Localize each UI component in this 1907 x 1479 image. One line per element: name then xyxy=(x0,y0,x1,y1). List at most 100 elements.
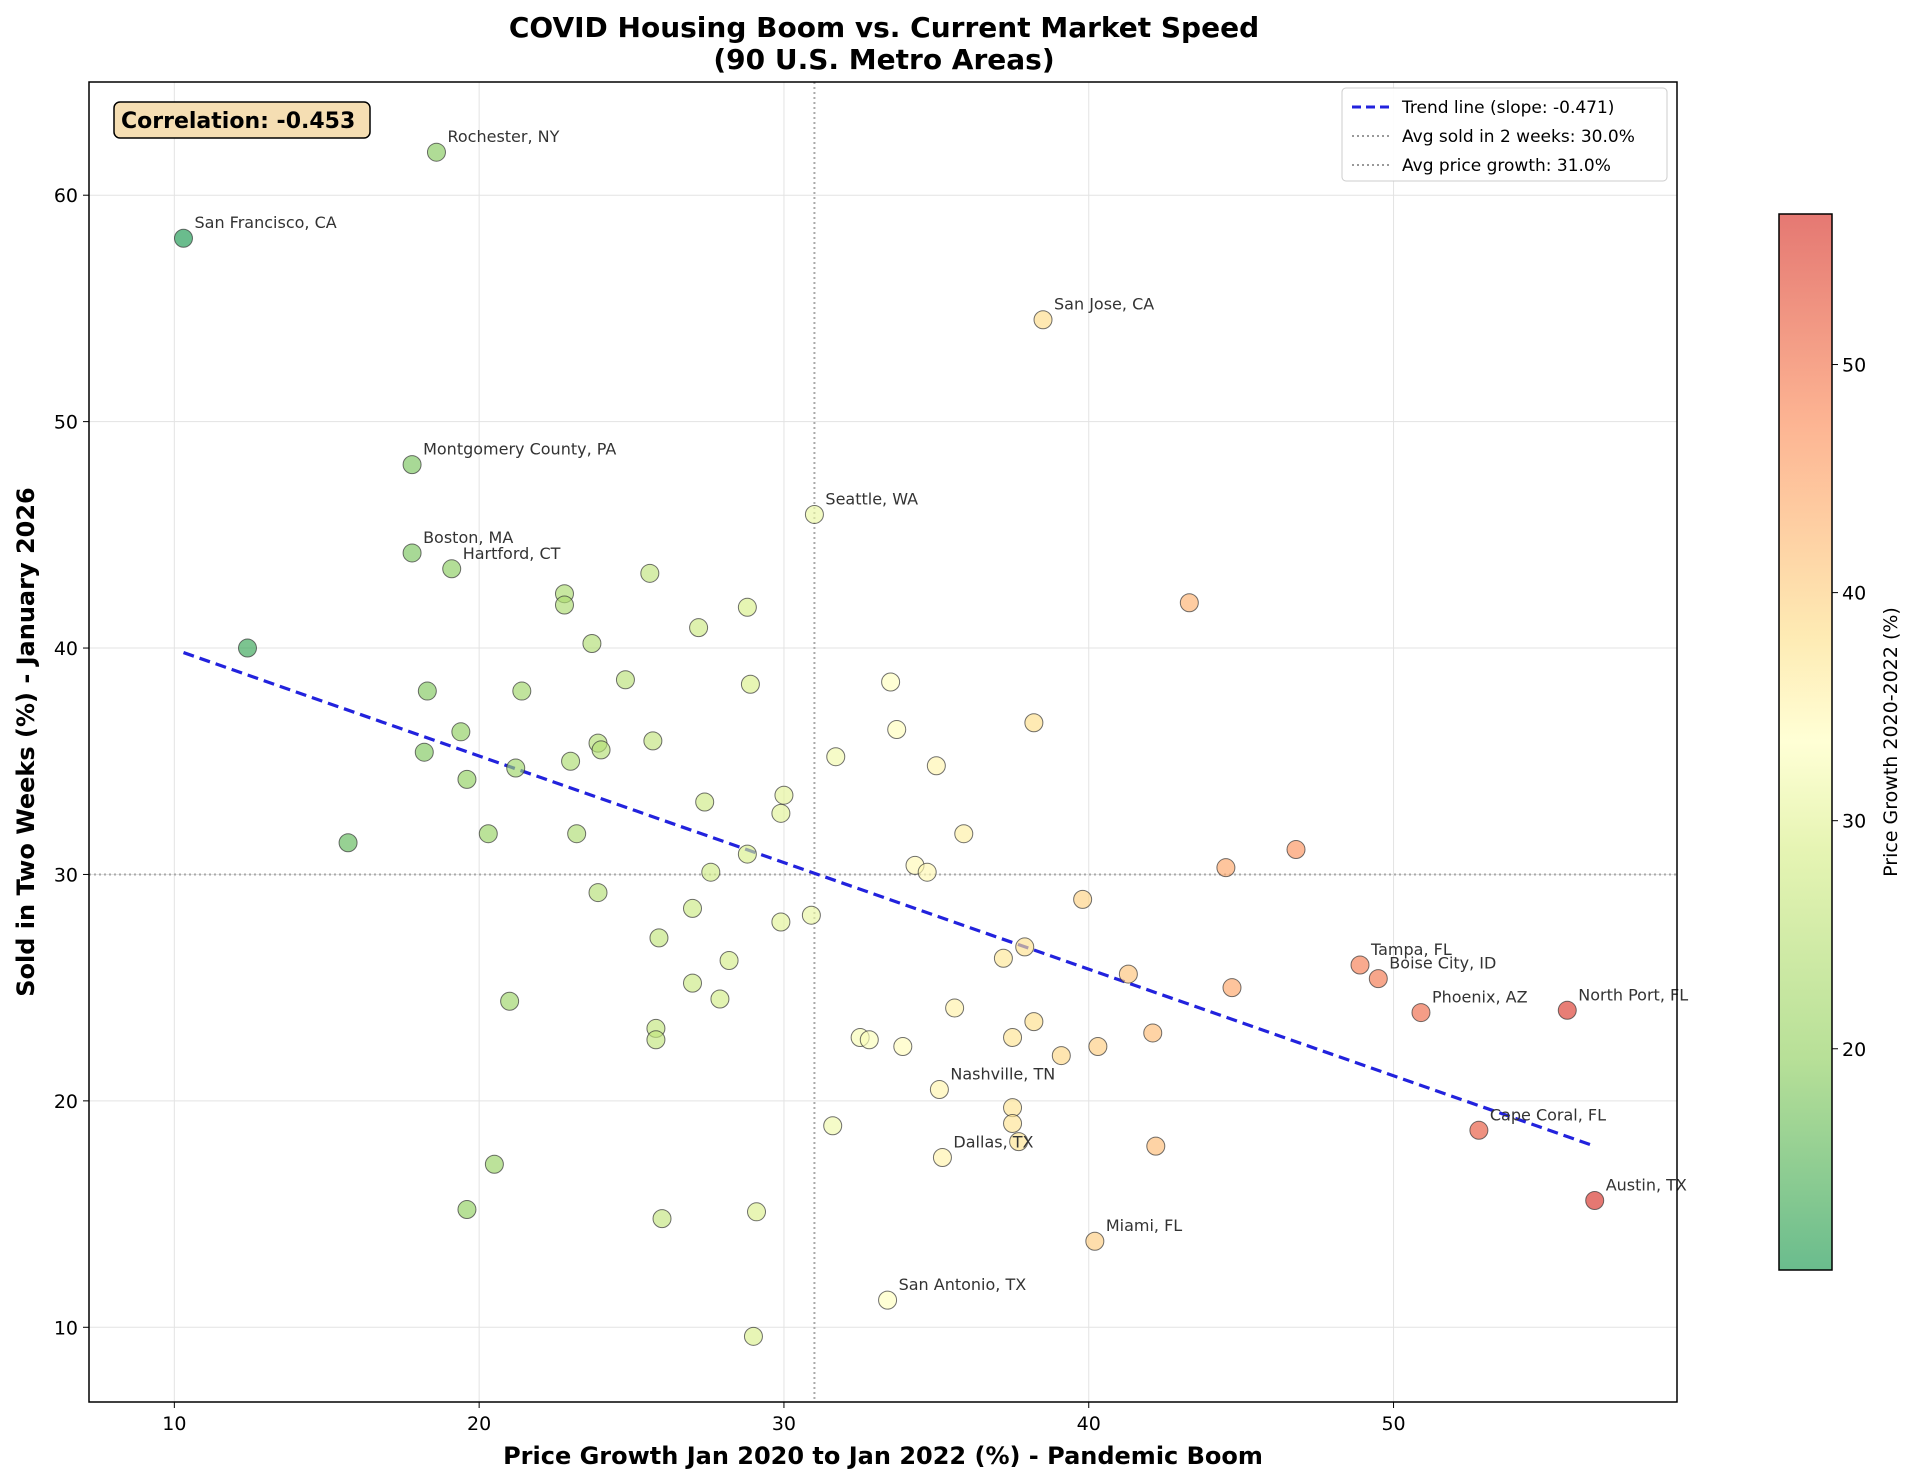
data-point xyxy=(640,563,660,583)
point-label: Phoenix, AZ xyxy=(1432,988,1528,1007)
data-point xyxy=(747,1202,767,1222)
point-label: North Port, FL xyxy=(1578,985,1688,1004)
data-point xyxy=(737,597,757,617)
point-labels-layer: San Francisco, CA Rochester, NY San Jose, … xyxy=(194,127,1688,1294)
trend-line-layer xyxy=(182,651,1596,1148)
data-point xyxy=(719,950,739,970)
x-axis-title: Price Growth Jan 2020 to Jan 2022 (%) - … xyxy=(503,1442,1263,1470)
data-point xyxy=(591,740,611,760)
colorbar-ticks: 20 30 40 50 xyxy=(1832,355,1866,1061)
data-point xyxy=(451,722,471,742)
data-point xyxy=(1033,310,1053,330)
data-point xyxy=(1051,1046,1071,1066)
data-point xyxy=(1286,840,1306,860)
point-label: Montgomery County, PA xyxy=(423,440,616,459)
data-point xyxy=(1411,1003,1431,1023)
point-label: San Jose, CA xyxy=(1054,295,1154,314)
data-point xyxy=(801,905,821,925)
point-label: Austin, TX xyxy=(1606,1175,1687,1194)
data-point xyxy=(478,824,498,844)
data-point xyxy=(588,883,608,903)
data-point xyxy=(1118,964,1138,984)
data-point xyxy=(1179,593,1199,613)
trend-line xyxy=(182,651,1596,1148)
x-tick-label: 20 xyxy=(467,1413,491,1435)
data-point xyxy=(1085,1231,1105,1251)
plot-frame xyxy=(88,81,1678,1403)
data-point xyxy=(442,559,462,579)
y-axis-title: Sold in Two Weeks (%) - January 2026 xyxy=(12,487,40,997)
correlation-box: Correlation: -0.453 xyxy=(113,101,371,139)
data-point xyxy=(1216,858,1236,878)
point-label: Nashville, TN xyxy=(950,1065,1055,1084)
data-point xyxy=(338,833,358,853)
data-point xyxy=(804,504,824,524)
data-point xyxy=(701,862,721,882)
y-tick-label: 10 xyxy=(54,1317,78,1339)
data-point xyxy=(945,998,965,1018)
data-point xyxy=(652,1209,672,1229)
chart-subtitle: (90 U.S. Metro Areas) xyxy=(713,43,1054,76)
point-label: Rochester, NY xyxy=(447,127,559,146)
data-point xyxy=(1003,1027,1023,1047)
correlation-text: Correlation: -0.453 xyxy=(121,109,355,134)
point-label: Tampa, FL xyxy=(1370,940,1452,959)
average-lines xyxy=(89,82,1677,1402)
data-point xyxy=(237,638,257,658)
data-point xyxy=(771,912,791,932)
data-point xyxy=(1003,1114,1023,1134)
data-point xyxy=(954,824,974,844)
legend-box xyxy=(1341,87,1668,182)
data-point xyxy=(695,792,715,812)
data-point xyxy=(932,1147,952,1167)
y-tick-label: 50 xyxy=(54,412,78,434)
data-point xyxy=(582,634,602,654)
point-label: Cape Coral, FL xyxy=(1490,1105,1606,1124)
data-point xyxy=(774,785,794,805)
data-point xyxy=(1073,889,1093,909)
data-point xyxy=(1024,713,1044,733)
data-point xyxy=(771,803,791,823)
colorbar-gradient xyxy=(1778,213,1833,1271)
data-point xyxy=(402,543,422,563)
data-point xyxy=(740,674,760,694)
correlation-box-bg xyxy=(113,101,371,139)
data-point xyxy=(1143,1023,1163,1043)
data-point xyxy=(1088,1037,1108,1057)
data-point xyxy=(1009,1132,1029,1152)
data-point xyxy=(689,618,709,638)
legend: Trend line (slope: -0.471) Avg sold in 2… xyxy=(1341,87,1668,182)
legend-avg-growth-label: Avg price growth: 31.0% xyxy=(1402,156,1611,176)
data-point xyxy=(878,1290,898,1310)
data-point xyxy=(1585,1190,1605,1210)
data-point xyxy=(1146,1136,1166,1156)
data-point xyxy=(414,742,434,762)
data-point xyxy=(457,1200,477,1220)
data-point xyxy=(1469,1120,1489,1140)
data-point xyxy=(743,1326,763,1346)
point-label: Dallas, TX xyxy=(953,1132,1033,1151)
x-tick-label: 40 xyxy=(1077,1413,1101,1435)
data-point xyxy=(1350,955,1370,975)
data-point xyxy=(881,672,901,692)
data-point xyxy=(1368,969,1388,989)
data-point xyxy=(615,670,635,690)
data-point xyxy=(823,1116,843,1136)
data-point xyxy=(926,756,946,776)
y-tick-label: 20 xyxy=(54,1091,78,1113)
colorbar-tick-label: 40 xyxy=(1842,583,1866,605)
data-point xyxy=(737,844,757,864)
point-label: Boise City, ID xyxy=(1389,954,1496,973)
data-point xyxy=(1557,1000,1577,1020)
data-point xyxy=(993,948,1013,968)
x-ticks: 10 20 30 40 50 xyxy=(162,1402,1406,1435)
x-tick-label: 50 xyxy=(1381,1413,1405,1435)
data-point xyxy=(893,1037,913,1057)
data-point xyxy=(887,720,907,740)
colorbar: 20 30 40 50 Price Growth 2020-2022 (%) xyxy=(1778,213,1902,1271)
point-label: Hartford, CT xyxy=(463,544,561,563)
data-point xyxy=(426,142,446,162)
data-point xyxy=(402,455,422,475)
